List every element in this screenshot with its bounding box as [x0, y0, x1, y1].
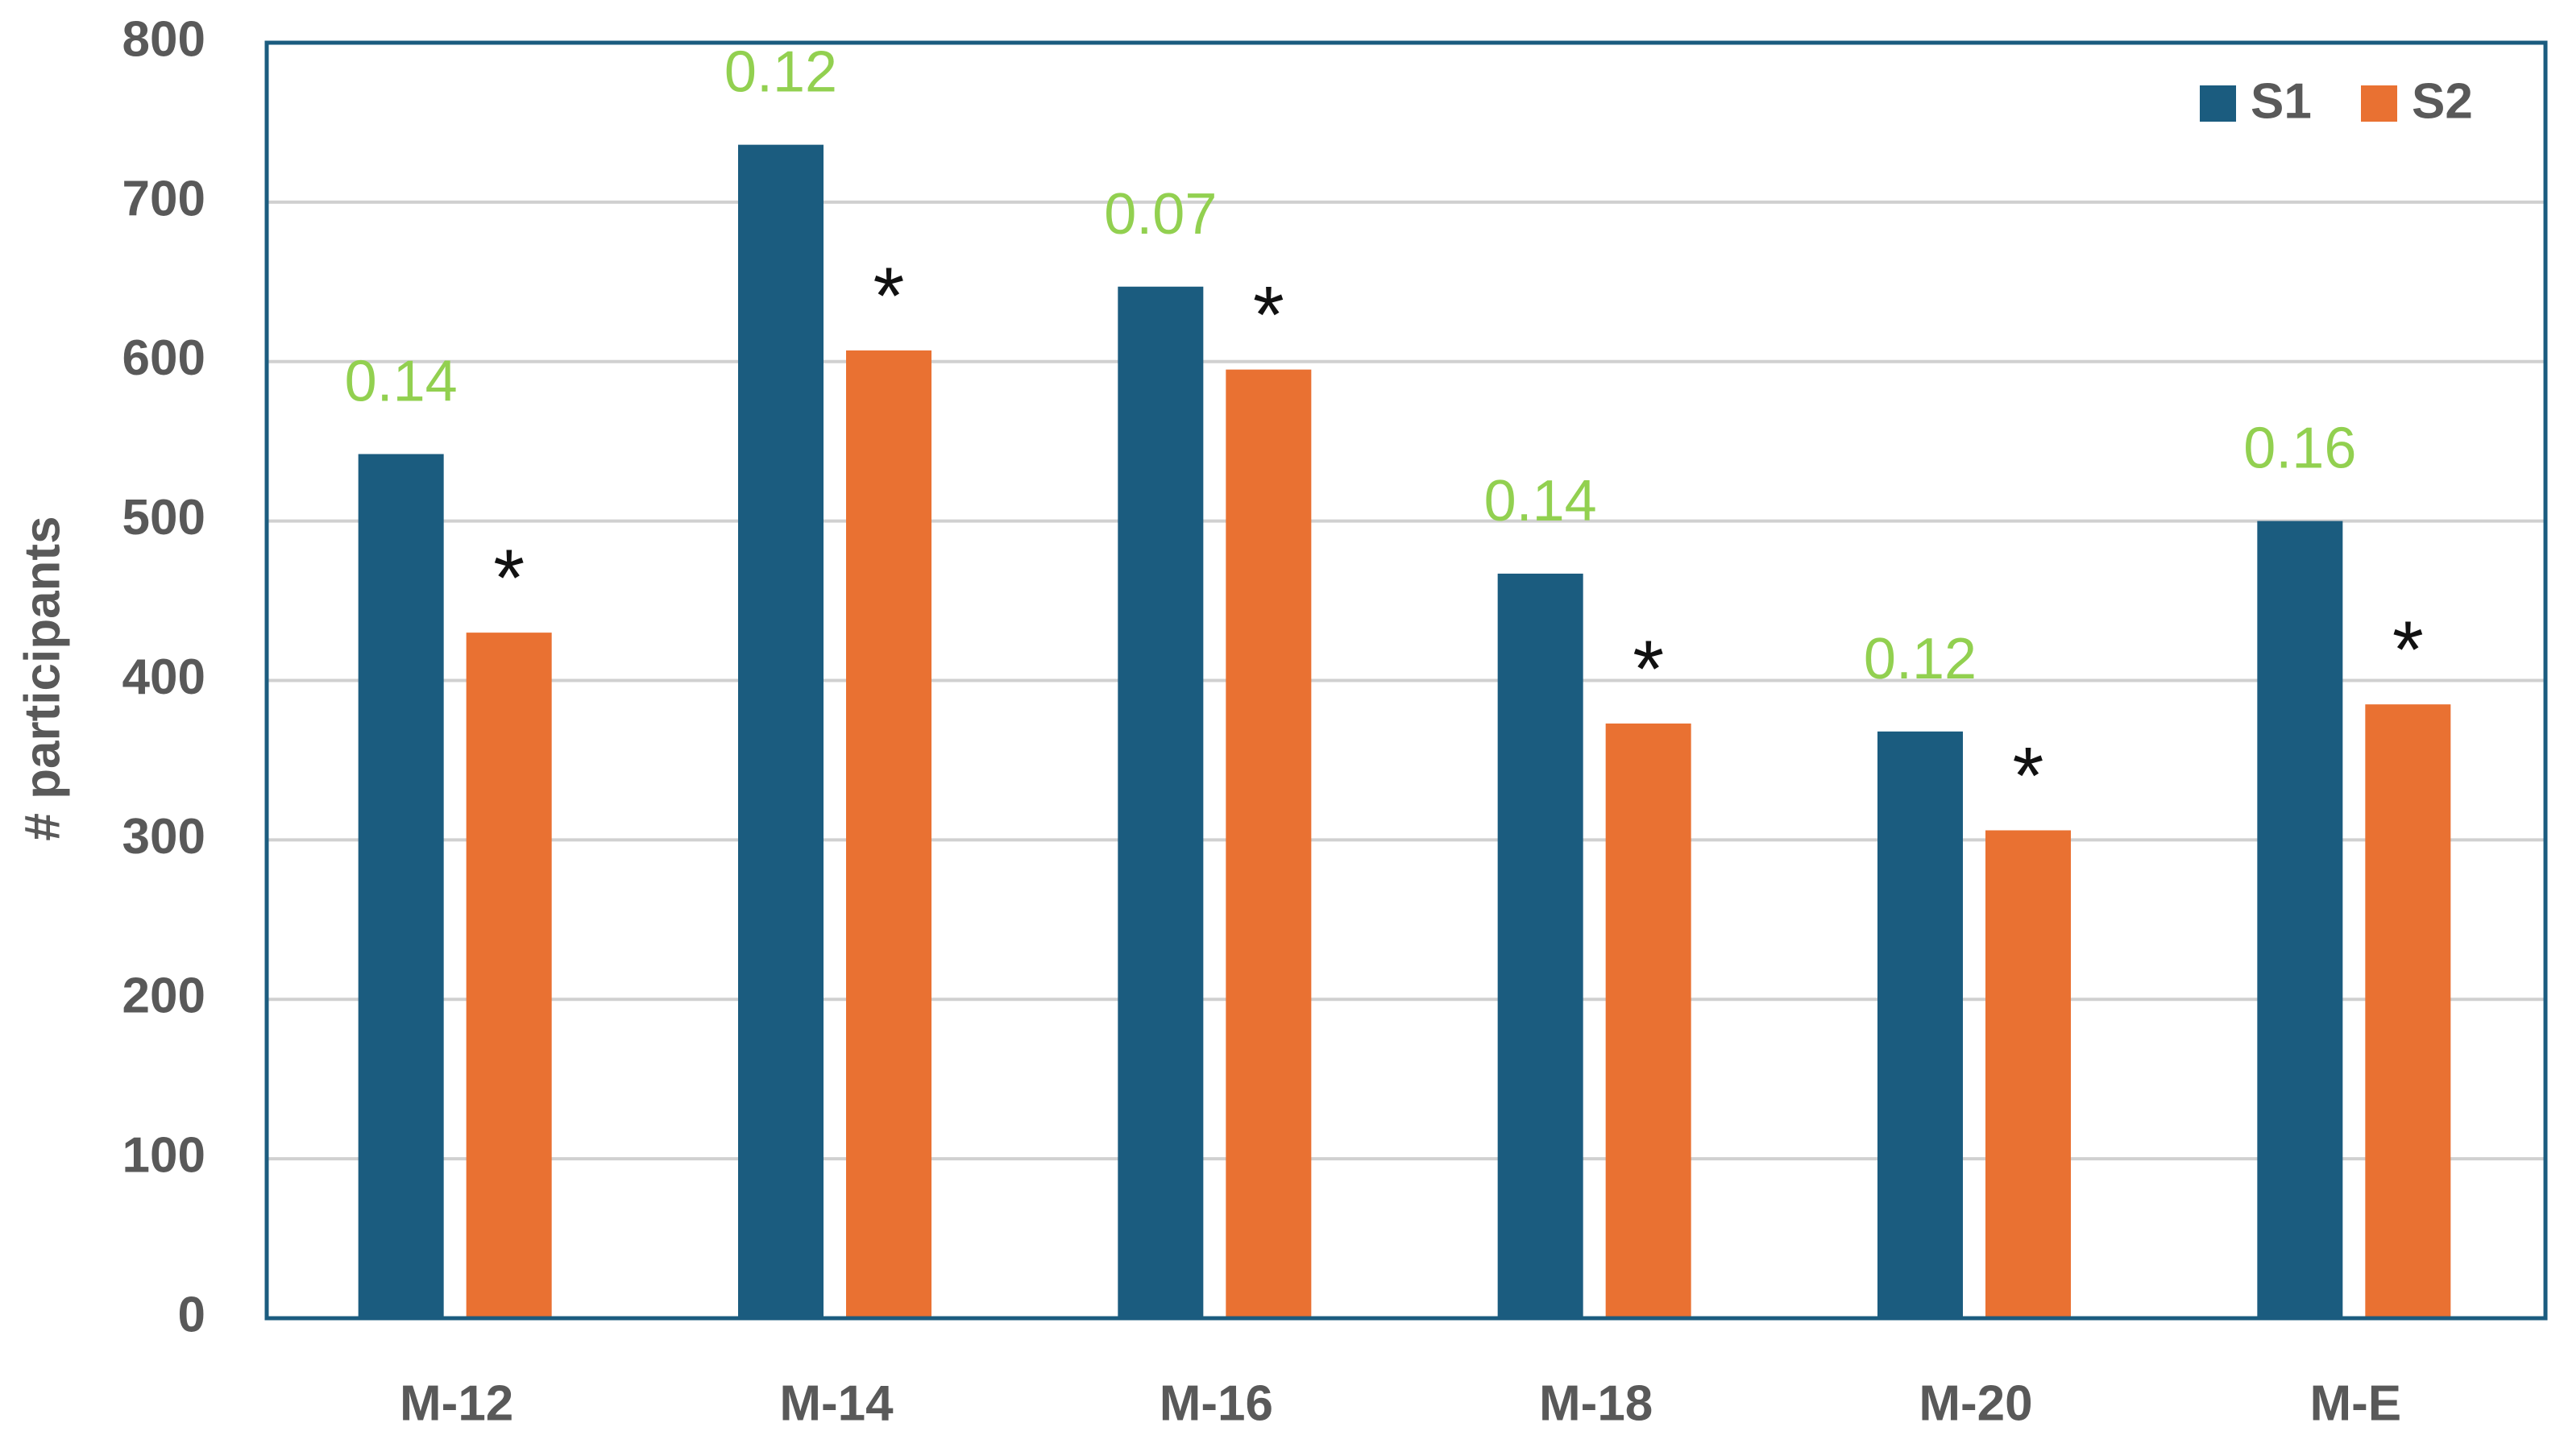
- marker: *: [1253, 270, 1284, 360]
- marker: *: [2013, 731, 2044, 821]
- bar: [1985, 830, 2071, 1318]
- annotation: 0.14: [345, 350, 458, 414]
- x-tick-label: M-18: [1539, 1375, 1653, 1431]
- bar: [846, 350, 931, 1319]
- marker: *: [1633, 624, 1664, 714]
- bar: [1497, 573, 1583, 1318]
- y-tick-label: 300: [122, 809, 205, 865]
- annotation: 0.16: [2243, 417, 2356, 481]
- y-axis-label: # participants: [15, 516, 70, 840]
- marker: *: [2392, 605, 2424, 695]
- y-tick-label: 800: [122, 11, 205, 67]
- y-tick-label: 200: [122, 969, 205, 1024]
- x-tick-label: M-16: [1160, 1375, 1273, 1431]
- legend-label: S1: [2251, 73, 2312, 129]
- bar: [466, 633, 552, 1318]
- annotation: 0.14: [1484, 469, 1597, 533]
- marker: *: [873, 251, 905, 341]
- plot-frame: [264, 40, 2548, 1321]
- bar: [738, 144, 824, 1318]
- legend-swatch: [2361, 85, 2397, 122]
- bar: [2257, 521, 2343, 1318]
- bar: [2365, 704, 2451, 1318]
- y-tick-label: 400: [122, 649, 205, 705]
- bar: [1605, 723, 1691, 1318]
- y-tick-label: 700: [122, 171, 205, 226]
- annotation: 0.12: [724, 40, 837, 105]
- x-tick-label: M-12: [400, 1375, 513, 1431]
- bar: [1118, 286, 1204, 1318]
- x-tick-label: M-E: [2310, 1375, 2402, 1431]
- y-tick-label: 500: [122, 490, 205, 545]
- legend-label: S2: [2412, 73, 2473, 129]
- bar: [1877, 731, 1963, 1318]
- annotation: 0.12: [1864, 627, 1977, 691]
- x-tick-label: M-20: [1919, 1375, 2032, 1431]
- y-tick-label: 600: [122, 330, 205, 386]
- y-tick-label: 100: [122, 1128, 205, 1184]
- x-tick-label: M-14: [779, 1375, 894, 1431]
- marker: *: [493, 533, 525, 624]
- annotation: 0.07: [1104, 182, 1217, 247]
- y-tick-label: 0: [178, 1287, 205, 1342]
- bar: [358, 454, 444, 1318]
- legend-swatch: [2200, 85, 2236, 122]
- bar: [1226, 369, 1312, 1318]
